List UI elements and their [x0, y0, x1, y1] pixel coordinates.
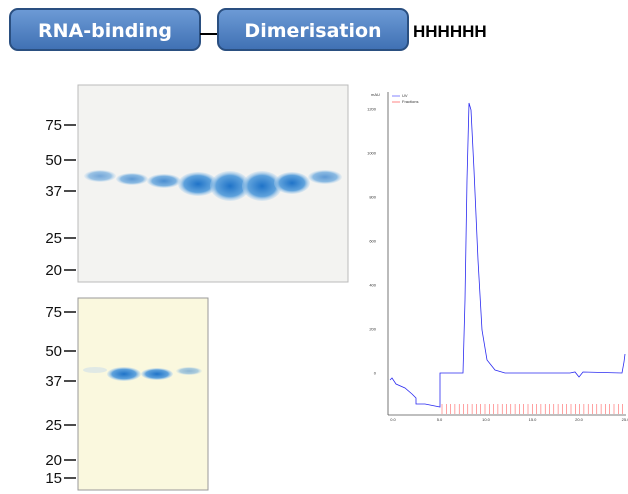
marker-label: 25 — [45, 417, 62, 434]
band — [83, 367, 107, 373]
y-unit: mAU — [371, 92, 380, 97]
uv-trace — [390, 103, 625, 407]
x-tick-label: 10.0 — [482, 417, 491, 422]
band — [274, 172, 310, 194]
y-tick-label: 1200 — [367, 107, 377, 112]
domain-label: RNA-binding — [38, 20, 172, 42]
domain-label: Dimerisation — [244, 20, 381, 42]
marker-label: 75 — [45, 117, 62, 134]
band — [116, 173, 148, 185]
marker-label: 20 — [45, 262, 62, 279]
band — [141, 368, 173, 380]
band — [147, 174, 181, 188]
band — [308, 170, 342, 184]
his-tag: HHHHHH — [413, 22, 487, 41]
marker-label: 25 — [45, 230, 62, 247]
band — [84, 170, 116, 182]
marker-label: 75 — [45, 304, 62, 321]
band — [107, 367, 141, 381]
y-tick-label: 200 — [369, 327, 376, 332]
y-tick-label: 0 — [374, 371, 377, 376]
page: RNA-binding Dimerisation HHHHHH 75 50 37 25… — [0, 0, 628, 494]
gel-1: 75 50 37 25 20 — [45, 85, 348, 282]
figure: RNA-binding Dimerisation HHHHHH 75 50 37 25… — [0, 0, 628, 494]
marker-label: 50 — [45, 152, 62, 169]
marker-label: 37 — [45, 373, 62, 390]
marker-label: 37 — [45, 183, 62, 200]
legend-label: Fractions — [402, 99, 418, 104]
legend-label: UV — [402, 93, 408, 98]
gel — [78, 298, 208, 490]
x-tick-label: 25.0 — [622, 417, 628, 422]
x-tick-label: 15.0 — [529, 417, 538, 422]
y-tick-label: 400 — [369, 283, 376, 288]
construct: RNA-binding Dimerisation HHHHHH — [10, 9, 487, 50]
y-tick-label: 800 — [369, 195, 376, 200]
marker-label: 15 — [45, 470, 62, 487]
y-tick-label: 600 — [369, 239, 376, 244]
x-tick-label: 20.0 — [575, 417, 584, 422]
x-tick-label: 5.0 — [437, 417, 443, 422]
marker-label: 20 — [45, 452, 62, 469]
chromatogram: mAU UV Fractions 0 200 400 600 800 1000 1200 0.… — [367, 92, 628, 422]
band — [176, 367, 202, 375]
marker-label: 50 — [45, 343, 62, 360]
x-tick-label: 0.0 — [390, 417, 396, 422]
y-tick-label: 1000 — [367, 151, 377, 156]
